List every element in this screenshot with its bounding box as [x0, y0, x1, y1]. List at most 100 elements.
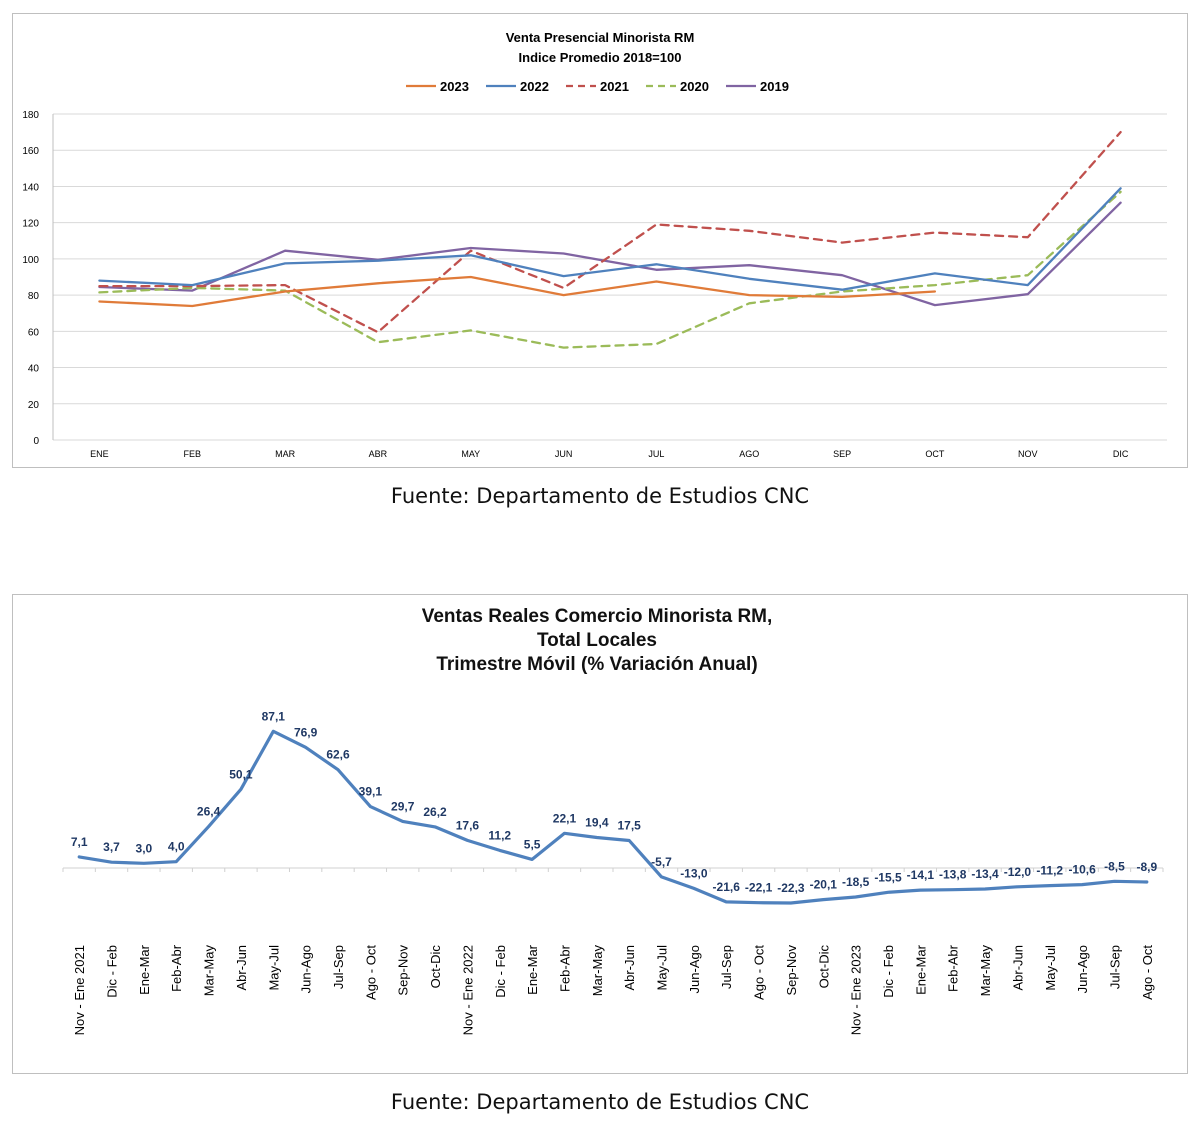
chart-title: Venta Presencial Minorista RM — [506, 30, 695, 45]
x-tick-label: May-Jul — [1043, 945, 1058, 991]
x-tick-label: Dic - Feb — [881, 945, 896, 998]
series-line-2019 — [98, 201, 1122, 307]
x-tick-label: JUL — [648, 449, 664, 459]
chart-panel-retail-index: Venta Presencial Minorista RM Indice Prom… — [12, 13, 1188, 468]
data-label: 26,4 — [197, 805, 221, 819]
x-tick-label: May-Jul — [655, 945, 670, 991]
x-tick-label: Nov - Ene 2022 — [460, 945, 475, 1035]
x-tick-label: NOV — [1018, 449, 1038, 459]
legend-label: 2020 — [680, 79, 709, 94]
x-tick-label: OCT — [925, 449, 945, 459]
data-label: -18,5 — [842, 875, 870, 889]
chart-subtitle: Indice Promedio 2018=100 — [519, 50, 682, 65]
x-tick-label: Jun-Ago — [299, 945, 314, 993]
x-tick-label: AGO — [739, 449, 759, 459]
x-tick-label: Ago - Oct — [752, 945, 767, 1000]
data-label: -21,6 — [713, 880, 741, 894]
legend-label: 2019 — [760, 79, 789, 94]
data-label: -13,4 — [971, 867, 999, 881]
x-tick-label: MAR — [275, 449, 296, 459]
data-label: 3,0 — [136, 841, 153, 855]
x-tick-label: FEB — [183, 449, 201, 459]
x-tick-label: Abr-Jun — [622, 945, 637, 991]
data-label: 4,0 — [168, 840, 185, 854]
series-line-2022 — [98, 187, 1122, 291]
x-tick-label: Abr-Jun — [1010, 945, 1025, 991]
x-tick-label: Ago - Oct — [363, 945, 378, 1000]
data-label: -12,0 — [1004, 865, 1032, 879]
x-tick-label: Jun-Ago — [1075, 945, 1090, 993]
x-tick-label: DIC — [1113, 449, 1129, 459]
data-label: -22,3 — [777, 881, 805, 895]
x-tick-label: Jul-Sep — [719, 945, 734, 989]
data-label: -14,1 — [907, 868, 935, 882]
data-label: 11,2 — [488, 828, 511, 842]
data-label: -22,1 — [745, 881, 773, 895]
y-tick-label: 40 — [28, 364, 40, 375]
x-tick-label: MAY — [461, 449, 480, 459]
x-tick-label: Feb-Abr — [946, 944, 961, 992]
x-tick-label: Mar-May — [202, 945, 217, 997]
data-label: -13,0 — [680, 866, 708, 880]
chart-panel-real-sales: Ventas Reales Comercio Minorista RM, Tota… — [12, 594, 1188, 1074]
x-tick-label: Sep-Nov — [784, 944, 799, 995]
data-label: 39,1 — [359, 785, 383, 799]
legend-label: 2021 — [600, 79, 629, 94]
data-label: -20,1 — [810, 878, 838, 892]
chart-title-line: Total Locales — [537, 630, 657, 651]
x-tick-label: Jun-Ago — [687, 945, 702, 993]
x-tick-label: Nov - Ene 2023 — [849, 945, 864, 1035]
chart-title-line: Ventas Reales Comercio Minorista RM, — [422, 606, 773, 627]
data-label: 62,6 — [326, 748, 350, 762]
x-tick-label: Feb-Abr — [169, 944, 184, 992]
x-tick-label: Mar-May — [590, 944, 605, 996]
data-label: 29,7 — [391, 799, 415, 813]
data-label: -8,9 — [1136, 860, 1157, 874]
x-tick-label: Sep-Nov — [396, 944, 411, 995]
x-tick-label: Nov - Ene 2021 — [72, 945, 87, 1035]
series-line-2023 — [98, 275, 937, 308]
x-tick-label: Oct-Dic — [428, 945, 443, 989]
source-note: Fuente: Departamento de Estudios CNC — [390, 484, 810, 508]
x-tick-label: Ago - Oct — [1140, 945, 1155, 1000]
real-sales-chart: Ventas Reales Comercio Minorista RM, Tota… — [62, 606, 1164, 1035]
legend-label: 2023 — [440, 79, 469, 94]
data-label: -13,8 — [939, 868, 967, 882]
data-label: 3,7 — [103, 840, 120, 854]
series-line-2021 — [98, 130, 1122, 334]
x-tick-label: Mar-May — [978, 945, 993, 997]
data-label: -10,6 — [1068, 863, 1096, 877]
data-label: 7,1 — [71, 835, 88, 849]
x-tick-label: ABR — [369, 449, 388, 459]
x-tick-label: Ene-Mar — [913, 944, 928, 995]
x-tick-label: May-Jul — [266, 945, 281, 991]
data-label: -8,5 — [1104, 859, 1125, 873]
y-tick-label: 160 — [22, 146, 39, 157]
x-tick-label: JUN — [555, 449, 573, 459]
series-line-2020 — [98, 190, 1122, 349]
y-tick-label: 120 — [22, 219, 39, 230]
retail-index-chart: Venta Presencial Minorista RM Indice Prom… — [22, 30, 1167, 459]
y-tick-label: 60 — [28, 327, 40, 338]
data-label: 50,1 — [229, 767, 253, 781]
x-tick-label: Oct-Dic — [816, 945, 831, 989]
x-tick-label: Feb-Abr — [558, 944, 573, 992]
y-tick-label: 140 — [22, 182, 39, 193]
series-line — [77, 729, 1149, 905]
data-label: -11,2 — [1036, 864, 1063, 878]
x-tick-label: SEP — [833, 449, 851, 459]
y-tick-label: 180 — [22, 110, 39, 121]
legend-label: 2022 — [520, 79, 549, 94]
data-label: 5,5 — [524, 837, 541, 851]
data-label: 26,2 — [423, 805, 447, 819]
data-label: 76,9 — [294, 725, 318, 739]
x-tick-label: ENE — [90, 449, 109, 459]
y-tick-label: 0 — [33, 436, 39, 447]
y-tick-label: 20 — [28, 400, 40, 411]
data-label: 22,1 — [553, 811, 577, 825]
data-label: 19,4 — [585, 816, 609, 830]
x-tick-label: Dic - Feb — [493, 945, 508, 998]
x-tick-label: Abr-Jun — [234, 945, 249, 991]
data-label: 87,1 — [262, 709, 286, 723]
x-tick-label: Ene-Mar — [525, 944, 540, 995]
